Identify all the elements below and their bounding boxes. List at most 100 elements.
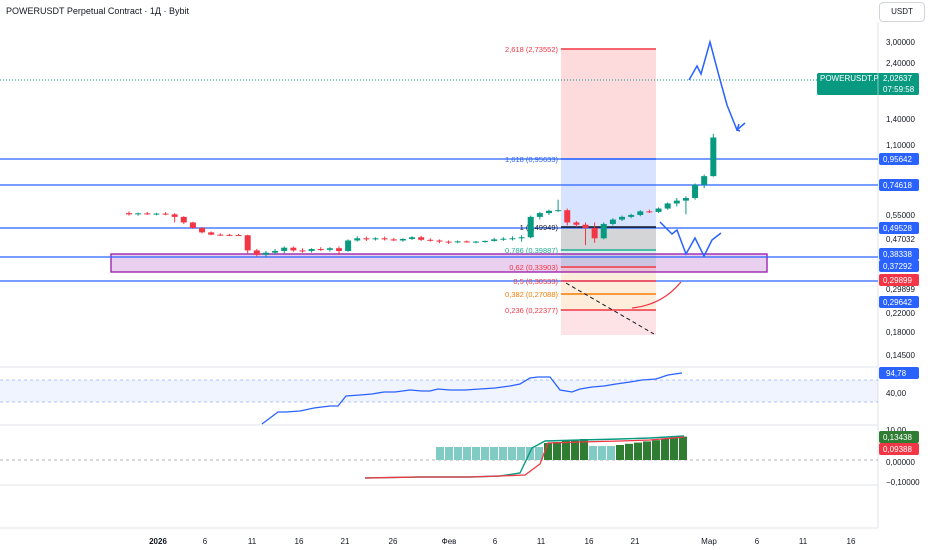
time-axis-label: 11: [799, 537, 808, 546]
candle-body: [162, 213, 169, 215]
macd-signal-label: 0,09388: [883, 445, 912, 454]
price-tag: [879, 248, 919, 260]
price-axis-label: 0,29899: [886, 285, 915, 294]
macd-axis-label: 10,00: [886, 426, 907, 435]
candle-body: [126, 213, 132, 215]
fib-zone-orange: [561, 267, 656, 310]
candle-body: [646, 211, 653, 213]
currency-selector[interactable]: USDT: [879, 2, 925, 22]
macd-histogram-bar: [661, 439, 669, 460]
candle-body: [582, 224, 589, 228]
candle-body: [354, 238, 361, 241]
candle-body: [135, 213, 142, 215]
time-axis-label: 21: [341, 537, 350, 546]
macd-histogram-bar: [499, 447, 507, 460]
macd-histogram-bar: [562, 441, 570, 460]
last-price-tag: [817, 73, 919, 95]
candle-body: [682, 197, 689, 201]
candle-body: [573, 222, 580, 225]
fib-level-label: 2,618 (2,73552): [505, 45, 558, 54]
time-axis-label: Фев: [442, 537, 457, 546]
candle-body: [253, 250, 260, 255]
macd-histogram-bar: [625, 443, 633, 460]
macd-signal-tag: [879, 443, 919, 455]
candle-body: [335, 248, 342, 251]
macd-value-tag: [879, 431, 919, 443]
price-axis-label: 2,40000: [886, 59, 915, 68]
rsi-value-tag: [879, 367, 919, 379]
macd-histogram-bar: [670, 437, 678, 460]
fib-zone-gray: [561, 227, 656, 250]
fib-level-label: 1 (0,49949): [520, 223, 559, 232]
macd-histogram-bar: [616, 445, 624, 460]
candle-body: [372, 238, 379, 240]
time-axis-label: 2026: [149, 537, 167, 546]
price-tag: [879, 274, 919, 286]
candle-body: [701, 176, 708, 185]
price-axis-label: 3,00000: [886, 38, 915, 47]
price-tag-label: 0,29642: [883, 298, 912, 307]
price-axis-label: 0,14500: [886, 351, 915, 360]
price-tag-label: 0,29899: [883, 276, 912, 285]
price-axis-label: 0,18000: [886, 328, 915, 337]
time-axis-label: 6: [755, 537, 760, 546]
price-tag-label: 0,37292: [883, 262, 912, 271]
candle-body: [600, 223, 607, 239]
fib-level-label: 0,236 (0,22377): [505, 306, 558, 315]
candle-body: [555, 210, 562, 212]
candle-body: [281, 247, 288, 251]
candle-body: [463, 241, 470, 243]
candle-body: [235, 235, 242, 237]
candle-body: [609, 219, 616, 224]
candle-body: [189, 222, 196, 228]
macd-histogram-bar: [643, 441, 651, 460]
macd-axis-label: −0,10000: [886, 478, 920, 487]
macd-histogram-bar: [598, 446, 606, 460]
time-axis-label: 16: [585, 537, 594, 546]
candle-body: [144, 213, 151, 215]
candle-body: [545, 210, 552, 214]
candle-body: [527, 216, 534, 238]
price-tag: [879, 296, 919, 308]
candle-body: [262, 252, 269, 255]
time-axis-label: 21: [631, 537, 640, 546]
candle-body: [436, 240, 443, 242]
macd-histogram-bar: [652, 440, 660, 460]
fib-zone-top: [561, 49, 656, 159]
candle-body: [244, 235, 251, 251]
macd-signal-line: [364, 436, 685, 479]
candle-body: [217, 234, 224, 236]
rsi-band: [0, 380, 878, 402]
candle-body: [399, 238, 406, 241]
candle-body: [518, 237, 525, 239]
candle-body: [591, 227, 598, 239]
macd-histogram-bar: [679, 436, 687, 460]
price-tag-label: 0,38338: [883, 250, 912, 259]
time-axis-label: 6: [203, 537, 208, 546]
candle-body: [619, 216, 626, 220]
fib-trend-line: [565, 282, 655, 335]
candle-body: [418, 237, 425, 240]
time-axis-label: Мар: [701, 537, 717, 546]
macd-histogram-bar: [535, 447, 543, 460]
fib-level-label: 0,5 (0,30533): [513, 277, 558, 286]
macd-histogram-bar: [436, 447, 444, 460]
forecast-path-bottom: [659, 221, 722, 258]
candle-body: [171, 214, 178, 217]
macd-value-label: 0,13438: [883, 433, 912, 442]
time-axis-label: 11: [248, 537, 257, 546]
fib-level-label: 0,382 (0,27088): [505, 290, 558, 299]
price-axis-label: 0,22000: [886, 309, 915, 318]
rsi-axis-label: 40,00: [886, 389, 907, 398]
forecast-arrow-head: [736, 123, 741, 132]
candle-body: [628, 214, 635, 217]
candle-body: [664, 203, 671, 209]
macd-histogram-bar: [544, 443, 552, 460]
price-tag: [879, 260, 919, 272]
fib-zone-blue: [561, 159, 656, 227]
candle-body: [381, 238, 388, 240]
candle-body: [153, 213, 160, 215]
macd-histogram-bar: [634, 442, 642, 460]
candle-body: [326, 248, 333, 250]
